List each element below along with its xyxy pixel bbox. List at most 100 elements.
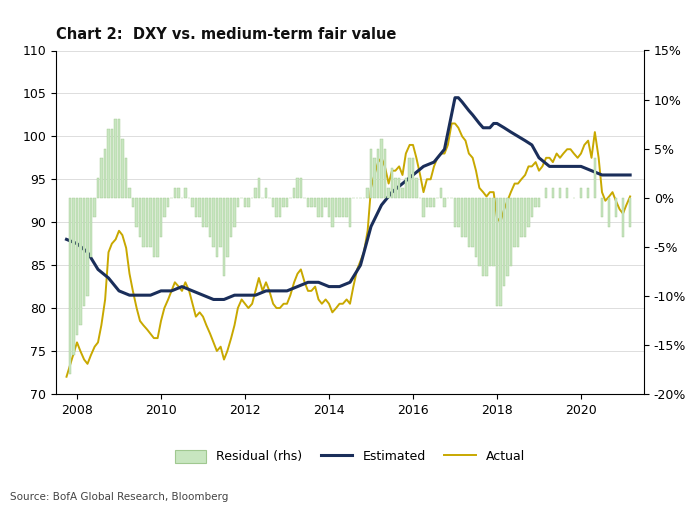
Bar — [457, 197, 459, 227]
Bar — [216, 197, 218, 257]
Bar — [566, 188, 568, 197]
Bar — [622, 197, 624, 237]
Bar — [76, 197, 78, 335]
Bar — [97, 178, 99, 197]
Text: Chart 2:  DXY vs. medium-term fair value: Chart 2: DXY vs. medium-term fair value — [56, 27, 396, 42]
Bar — [545, 188, 547, 197]
Bar — [258, 178, 260, 197]
Bar — [587, 188, 589, 197]
Legend: Residual (rhs), Estimated, Actual: Residual (rhs), Estimated, Actual — [170, 445, 530, 469]
Bar — [478, 197, 480, 266]
Bar — [328, 197, 330, 217]
Bar — [510, 197, 512, 266]
Bar — [464, 197, 467, 237]
Bar — [111, 129, 113, 197]
Bar — [254, 188, 257, 197]
Bar — [349, 197, 351, 227]
Bar — [482, 197, 484, 276]
Bar — [405, 178, 407, 197]
Bar — [90, 197, 92, 257]
Bar — [426, 197, 428, 208]
Bar — [535, 197, 537, 208]
Bar — [398, 178, 400, 197]
Bar — [601, 197, 603, 217]
Bar — [191, 197, 194, 208]
Bar — [212, 197, 215, 247]
Bar — [118, 119, 120, 197]
Bar — [531, 197, 533, 217]
Bar — [443, 197, 446, 208]
Bar — [73, 197, 75, 355]
Bar — [178, 188, 180, 197]
Bar — [146, 197, 148, 247]
Bar — [220, 197, 222, 247]
Bar — [174, 188, 176, 197]
Bar — [237, 197, 239, 208]
Bar — [83, 197, 85, 306]
Text: Source: BofA Global Research, Bloomberg: Source: BofA Global Research, Bloomberg — [10, 492, 229, 502]
Bar — [149, 197, 152, 247]
Bar — [377, 148, 379, 197]
Bar — [412, 159, 414, 197]
Bar — [475, 197, 477, 257]
Bar — [79, 197, 81, 325]
Bar — [346, 197, 348, 217]
Bar — [293, 188, 295, 197]
Bar — [121, 139, 123, 197]
Bar — [202, 197, 204, 227]
Bar — [209, 197, 211, 237]
Bar — [199, 197, 201, 217]
Bar — [468, 197, 470, 247]
Bar — [380, 139, 383, 197]
Bar — [94, 197, 96, 217]
Bar — [310, 197, 312, 208]
Bar — [552, 188, 554, 197]
Bar — [233, 197, 236, 227]
Bar — [286, 197, 288, 208]
Bar — [139, 197, 141, 237]
Bar — [342, 197, 344, 217]
Bar — [415, 178, 417, 197]
Bar — [335, 197, 337, 217]
Bar — [384, 148, 386, 197]
Bar — [142, 197, 144, 247]
Bar — [132, 197, 134, 208]
Bar — [160, 197, 162, 237]
Bar — [321, 197, 323, 217]
Bar — [527, 197, 530, 227]
Bar — [422, 197, 425, 217]
Bar — [331, 197, 333, 227]
Bar — [430, 197, 432, 208]
Bar — [559, 188, 561, 197]
Bar — [594, 159, 596, 197]
Bar — [157, 197, 159, 257]
Bar — [184, 188, 186, 197]
Bar — [300, 178, 302, 197]
Bar — [394, 178, 396, 197]
Bar — [314, 197, 316, 208]
Bar — [296, 178, 299, 197]
Bar — [115, 119, 117, 197]
Bar — [388, 188, 390, 197]
Bar — [538, 197, 540, 208]
Bar — [503, 197, 505, 286]
Bar — [104, 148, 106, 197]
Bar — [514, 197, 516, 247]
Bar — [608, 197, 610, 227]
Bar — [517, 197, 519, 247]
Bar — [107, 129, 110, 197]
Bar — [265, 188, 267, 197]
Bar — [524, 197, 526, 237]
Bar — [317, 197, 320, 217]
Bar — [485, 197, 488, 276]
Bar — [506, 197, 509, 276]
Bar — [499, 197, 501, 306]
Bar — [493, 197, 495, 266]
Bar — [520, 197, 522, 237]
Bar — [167, 197, 169, 208]
Bar — [373, 159, 375, 197]
Bar — [580, 188, 582, 197]
Bar — [391, 168, 393, 197]
Bar — [433, 197, 435, 208]
Bar — [489, 197, 491, 266]
